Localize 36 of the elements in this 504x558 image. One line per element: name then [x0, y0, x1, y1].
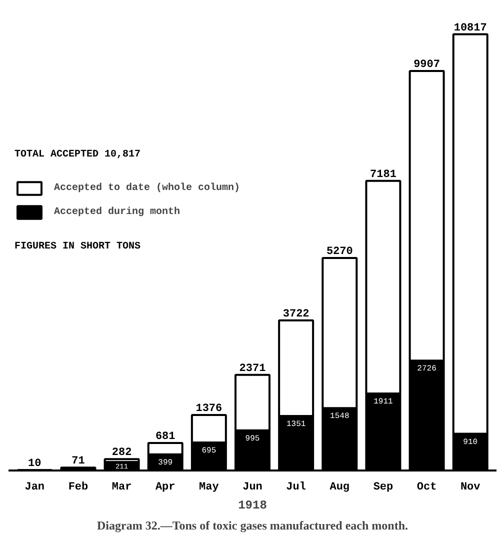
- x-tick-label: Sep: [373, 482, 394, 494]
- x-tick-label: Apr: [155, 482, 176, 494]
- data-label: 2726: [417, 364, 437, 374]
- x-tick-label: Nov: [460, 482, 481, 494]
- total-label: 3722: [282, 308, 310, 320]
- annotation: TOTAL ACCEPTED 10,817: [14, 150, 141, 160]
- x-tick-label: Mar: [112, 482, 132, 494]
- total-label: 10817: [454, 22, 487, 34]
- total-label: 9907: [414, 59, 440, 72]
- data-label: 1911: [374, 397, 394, 406]
- x-tick-label: Jan: [24, 482, 45, 494]
- data-label: 1351: [286, 420, 306, 430]
- data-label: 995: [245, 434, 260, 444]
- total-label: 5270: [326, 246, 353, 258]
- x-axis-title: 1918: [238, 498, 267, 512]
- total-label: 10: [28, 458, 42, 470]
- total-label: 681: [155, 431, 176, 444]
- data-label: 1548: [330, 412, 350, 422]
- annotation: FIGURES IN SHORT TONS: [14, 242, 141, 252]
- text: Diagram 32.—Tons of toxic gases manufactured each month.: [97, 518, 408, 532]
- total-label: 2371: [239, 362, 266, 375]
- x-tick-label: Oct: [416, 482, 437, 494]
- legend-label: Accepted to date (whole column): [54, 182, 240, 194]
- legend-label: Accepted during month: [54, 206, 180, 218]
- x-tick-label: Feb: [68, 482, 89, 494]
- total-label: 282: [112, 447, 132, 460]
- data-label: 399: [158, 458, 173, 468]
- x-tick-label: Aug: [330, 482, 350, 494]
- data-label: 910: [463, 438, 478, 447]
- x-tick-label: Jun: [242, 482, 262, 494]
- total-label: 71: [72, 456, 86, 468]
- data-label: 695: [202, 446, 216, 456]
- x-tick-label: May: [199, 482, 220, 494]
- x-tick-label: Jul: [286, 482, 306, 494]
- total-label: 7181: [370, 168, 397, 181]
- total-label: 1376: [196, 403, 222, 416]
